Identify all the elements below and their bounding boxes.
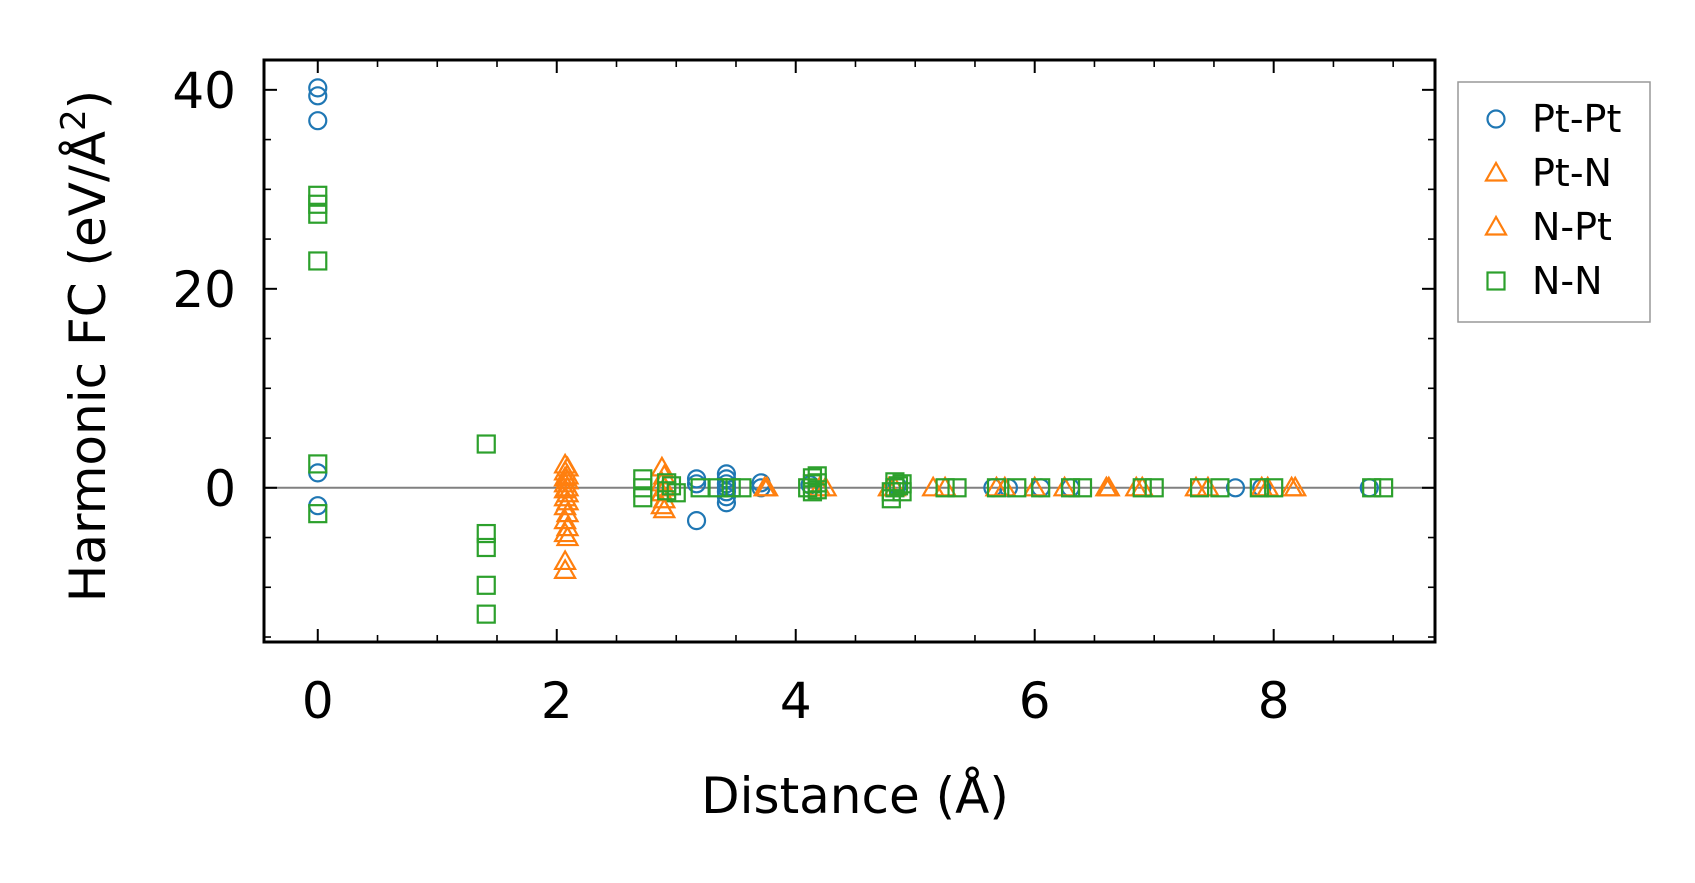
legend: Pt-Pt Pt-N N-Pt N-N bbox=[1457, 81, 1651, 323]
y-tick-label: 40 bbox=[172, 62, 236, 120]
point-n-n bbox=[308, 194, 328, 214]
point-n-pt bbox=[555, 475, 580, 497]
point-pt-n bbox=[921, 475, 946, 497]
y-tick-label: 0 bbox=[204, 460, 236, 518]
y-axis-label-main: Harmonic FC (eV/Å bbox=[59, 131, 117, 602]
point-n-n bbox=[1374, 478, 1394, 498]
point-n-n bbox=[308, 504, 328, 524]
x-tick-label: 4 bbox=[780, 672, 812, 730]
point-n-n bbox=[633, 488, 653, 508]
point-n-n bbox=[308, 251, 328, 271]
point-pt-pt bbox=[686, 474, 707, 494]
point-pt-pt bbox=[686, 511, 707, 531]
point-n-n bbox=[1264, 478, 1284, 498]
legend-label-n-n: N-N bbox=[1532, 259, 1603, 303]
point-n-pt bbox=[555, 468, 580, 490]
point-n-pt bbox=[555, 525, 580, 547]
point-n-n bbox=[721, 478, 741, 498]
legend-marker-pt-n bbox=[1484, 160, 1508, 182]
point-n-n bbox=[1007, 478, 1027, 498]
data-points bbox=[308, 78, 1394, 624]
point-pt-n bbox=[553, 558, 578, 579]
point-n-pt bbox=[555, 515, 580, 537]
point-n-n bbox=[476, 604, 496, 624]
point-pt-n bbox=[553, 549, 578, 571]
legend-label-n-pt: N-Pt bbox=[1532, 205, 1612, 249]
point-n-n bbox=[708, 478, 728, 498]
tick-labels: 0 2 4 6 8 0 20 40 bbox=[172, 62, 1289, 730]
point-n-n bbox=[1132, 478, 1152, 498]
point-n-n bbox=[935, 478, 955, 498]
point-pt-pt bbox=[1225, 478, 1246, 498]
plot-frame bbox=[262, 58, 1437, 644]
legend-items: Pt-Pt Pt-N N-Pt N-N bbox=[1484, 97, 1621, 303]
point-n-n bbox=[885, 478, 905, 498]
x-tick-label: 2 bbox=[541, 672, 573, 730]
point-n-n bbox=[1190, 478, 1210, 498]
point-n-n bbox=[1072, 478, 1093, 498]
legend-label-pt-n: Pt-N bbox=[1532, 151, 1612, 195]
point-n-n bbox=[1144, 478, 1164, 498]
point-n-n bbox=[308, 204, 328, 224]
point-n-n bbox=[892, 482, 912, 502]
x-tick-label: 6 bbox=[1019, 672, 1051, 730]
point-n-n bbox=[1362, 478, 1382, 498]
x-tick-label: 8 bbox=[1258, 672, 1290, 730]
point-n-pt bbox=[1279, 475, 1304, 497]
point-n-pt bbox=[755, 475, 779, 497]
x-tick-label: 0 bbox=[302, 672, 334, 730]
axis-ticks bbox=[264, 60, 1435, 642]
point-n-n bbox=[1249, 478, 1269, 498]
point-pt-n bbox=[553, 508, 578, 530]
legend-marker-n-n bbox=[1486, 271, 1506, 291]
point-n-n bbox=[888, 476, 909, 496]
point-n-n bbox=[1210, 478, 1230, 498]
y-axis-label: Harmonic FC (eV/Å2) bbox=[54, 90, 117, 602]
point-n-n bbox=[308, 454, 328, 474]
point-n-n bbox=[807, 480, 827, 500]
point-n-pt bbox=[1094, 475, 1119, 497]
point-n-pt bbox=[555, 455, 580, 477]
point-n-pt bbox=[555, 489, 580, 511]
legend-marker-pt-pt bbox=[1486, 109, 1506, 129]
legend-box bbox=[1457, 81, 1651, 323]
legend-marker-n-pt bbox=[1484, 214, 1508, 236]
point-pt-pt bbox=[308, 111, 328, 131]
y-tick-label: 20 bbox=[172, 261, 236, 319]
point-n-n bbox=[986, 478, 1007, 498]
point-n-n bbox=[476, 575, 496, 595]
y-axis-label-close: ) bbox=[59, 90, 117, 110]
x-axis-label: Distance (Å) bbox=[701, 767, 1009, 825]
legend-label-pt-pt: Pt-Pt bbox=[1532, 97, 1621, 141]
point-n-pt bbox=[555, 481, 580, 503]
point-pt-pt bbox=[308, 78, 328, 98]
point-n-n bbox=[476, 434, 496, 454]
point-n-n bbox=[947, 478, 967, 498]
point-pt-n bbox=[1283, 475, 1308, 497]
point-pt-pt bbox=[308, 86, 328, 106]
point-n-n bbox=[666, 483, 686, 503]
point-n-pt bbox=[652, 497, 677, 519]
point-n-n bbox=[476, 537, 496, 558]
point-n-n bbox=[661, 476, 682, 496]
point-n-n bbox=[633, 478, 653, 498]
point-n-n bbox=[476, 523, 496, 544]
point-n-n bbox=[1060, 478, 1081, 498]
point-n-n bbox=[732, 478, 752, 498]
point-n-pt bbox=[555, 501, 580, 523]
point-n-n bbox=[1031, 478, 1051, 498]
y-axis-label-superscript: 2 bbox=[54, 109, 94, 131]
